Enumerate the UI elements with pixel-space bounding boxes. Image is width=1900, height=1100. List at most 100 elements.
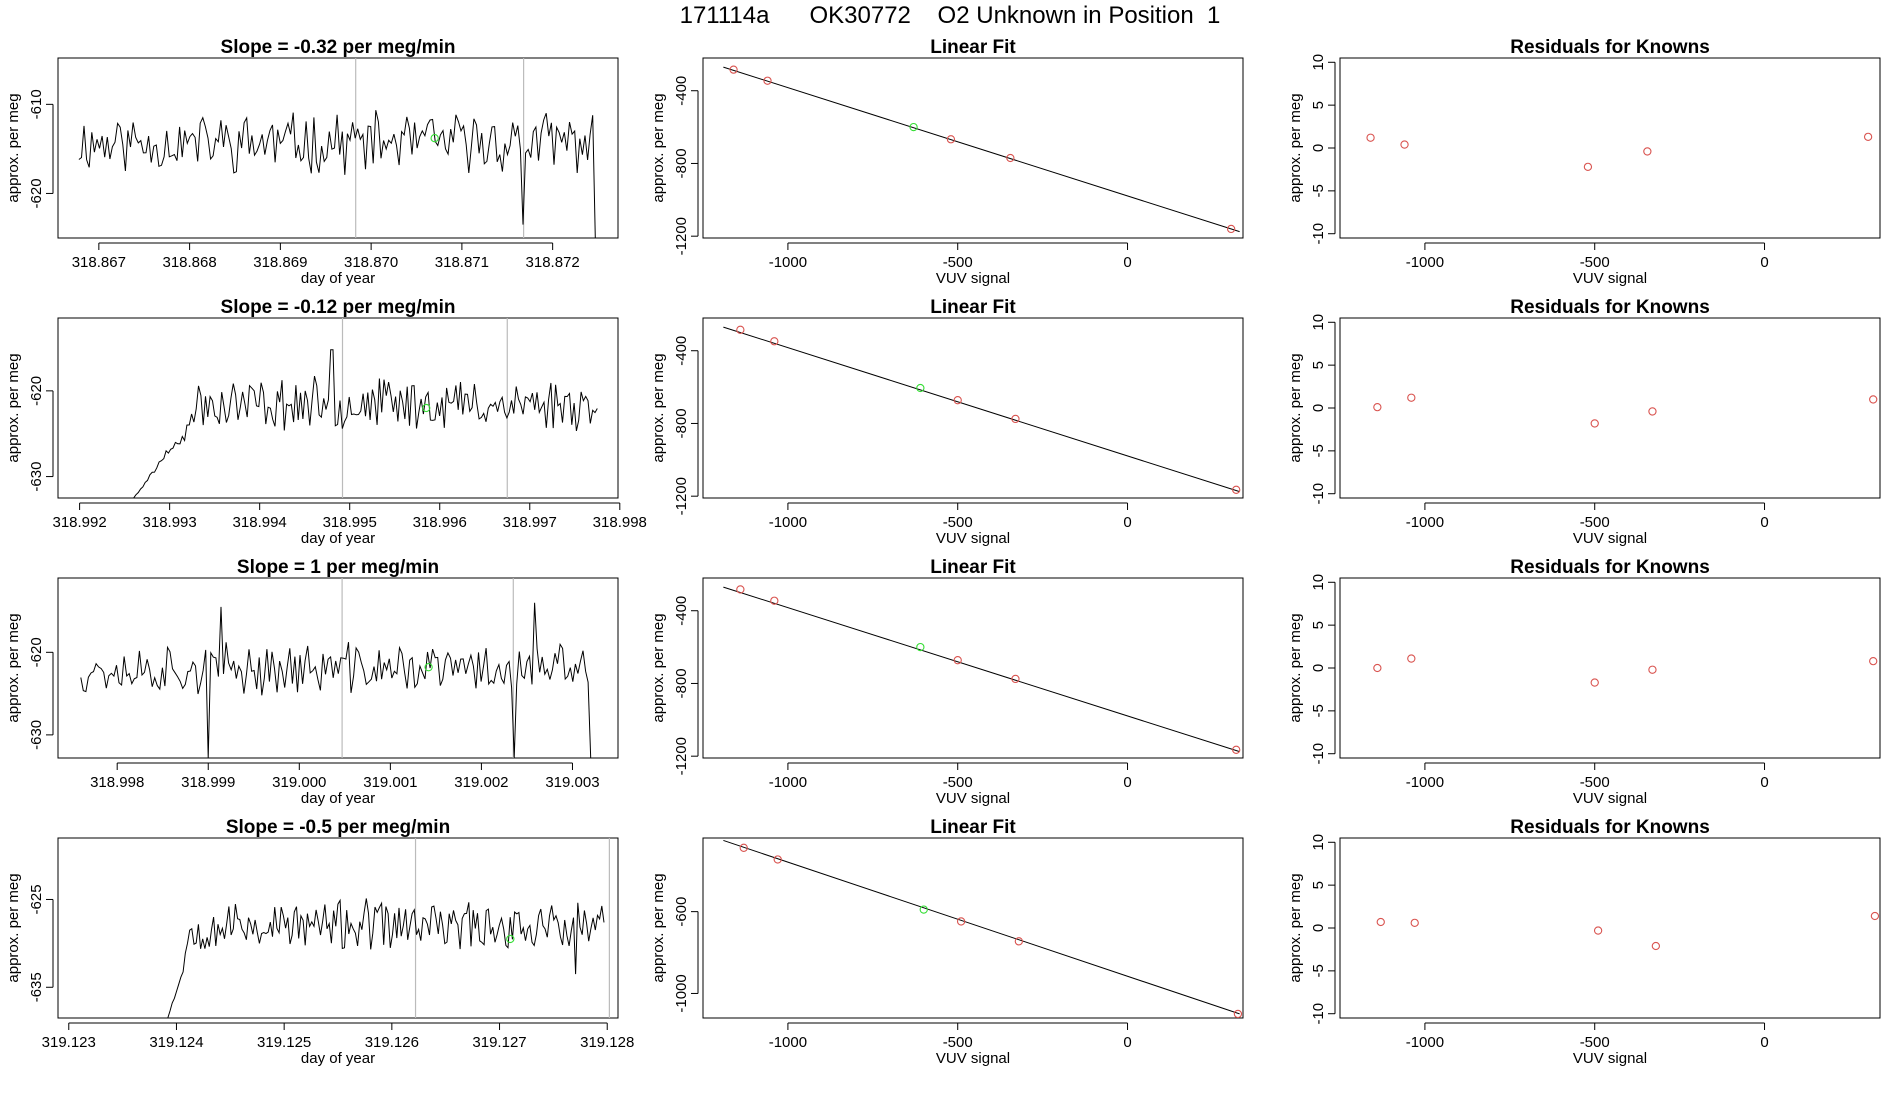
- y-tick-label: -1200: [673, 477, 690, 515]
- y-axis-label: approx. per meg: [650, 93, 667, 202]
- x-tick-label: 318.995: [323, 514, 377, 531]
- residual-point: [1373, 402, 1382, 412]
- y-tick-label: -800: [673, 668, 690, 698]
- plot-area: [133, 318, 598, 498]
- panel-3-3: Residuals for Knowns -1000 -500 0 VUV signal…: [1287, 557, 1881, 807]
- residual-point: [1869, 395, 1878, 404]
- known-point: [953, 656, 962, 665]
- panel-title: Residuals for Knowns: [1510, 37, 1710, 58]
- y-tick-label: 0: [1310, 924, 1327, 932]
- x-axis-label: VUV signal: [1573, 790, 1647, 807]
- plot-area: [1366, 132, 1873, 172]
- y-tick-label: 10: [1310, 834, 1327, 851]
- x-axis-label: VUV signal: [936, 530, 1010, 547]
- residual-point: [1593, 926, 1603, 935]
- plot-frame: [1339, 577, 1881, 759]
- y-tick-label: 0: [1310, 144, 1327, 152]
- x-tick-label: 318.998: [90, 774, 144, 791]
- panel-title: Slope = -0.5 per meg/min: [226, 817, 450, 838]
- plot-area: [723, 325, 1241, 494]
- x-axis-label: VUV signal: [1573, 1050, 1647, 1067]
- x-tick-label: 318.998: [593, 514, 647, 531]
- unknown-point: [424, 663, 433, 672]
- x-tick-label: -1000: [1406, 254, 1444, 271]
- plot-frame: [702, 577, 1244, 759]
- panel-title: Linear Fit: [930, 37, 1016, 58]
- x-axis-label: VUV signal: [936, 270, 1010, 287]
- y-tick-label: -10: [1310, 223, 1327, 245]
- x-tick-label: 0: [1123, 1034, 1131, 1051]
- y-axis-label: approx. per meg: [1287, 353, 1304, 462]
- residual-point: [1400, 140, 1409, 149]
- known-point: [956, 917, 966, 926]
- y-axis-label: approx. per meg: [1287, 873, 1304, 982]
- known-point: [770, 596, 779, 605]
- data-trace: [78, 110, 596, 238]
- residual-point: [1643, 147, 1652, 156]
- y-tick-label: -10: [1310, 483, 1327, 505]
- plot-area: [1373, 654, 1878, 687]
- known-point: [1006, 153, 1015, 163]
- known-point: [1011, 674, 1020, 684]
- y-tick-label: -625: [28, 884, 45, 914]
- panel-title: Linear Fit: [930, 817, 1016, 838]
- y-tick-label: -1200: [673, 737, 690, 775]
- y-tick-label: -630: [28, 462, 45, 492]
- plot-area: [723, 839, 1243, 1018]
- y-axis-label: approx. per meg: [650, 353, 667, 462]
- plot-frame: [1339, 317, 1881, 499]
- known-point: [736, 325, 745, 334]
- x-tick-label: 318.869: [253, 254, 307, 271]
- unknown-point: [916, 383, 925, 393]
- known-point: [1233, 1009, 1243, 1018]
- y-axis-label: approx. per meg: [650, 873, 667, 982]
- y-tick-label: 5: [1310, 361, 1327, 369]
- panel-1-1: Slope = -0.32 per meg/min 318.867 318.868 3…: [5, 37, 619, 287]
- y-tick-label: -10: [1310, 1003, 1327, 1025]
- x-axis-label: VUV signal: [1573, 270, 1647, 287]
- plot-frame: [1339, 57, 1881, 239]
- plot-area: [167, 838, 610, 1018]
- y-axis-label: approx. per meg: [1287, 93, 1304, 202]
- y-axis-label: approx. per meg: [650, 613, 667, 722]
- data-trace: [80, 602, 592, 758]
- residual-point: [1410, 918, 1419, 928]
- panel-4-1: Slope = -0.5 per meg/min 319.123 319.124 31…: [5, 817, 634, 1067]
- fit-line: [723, 839, 1240, 1015]
- page-title: 171114a OK30772 O2 Unknown in Position 1: [679, 2, 1221, 29]
- x-tick-label: 318.992: [52, 514, 106, 531]
- panel-2-1: Slope = -0.12 per meg/min 318.992 318.993 3…: [5, 297, 647, 547]
- x-tick-label: 318.872: [526, 254, 580, 271]
- x-tick-label: 318.994: [233, 514, 287, 531]
- x-tick-label: 0: [1123, 774, 1131, 791]
- x-tick-label: 318.871: [435, 254, 489, 271]
- panel-title: Slope = -0.12 per meg/min: [221, 297, 456, 318]
- unknown-point: [430, 134, 439, 143]
- x-tick-label: -1000: [769, 254, 807, 271]
- x-tick-label: 319.126: [365, 1034, 419, 1051]
- y-tick-label: -800: [673, 148, 690, 178]
- y-tick-label: 10: [1310, 574, 1327, 591]
- y-tick-label: -1200: [673, 217, 690, 255]
- x-tick-label: 0: [1760, 774, 1768, 791]
- y-tick-label: 0: [1310, 664, 1327, 672]
- y-tick-label: -5: [1310, 184, 1327, 197]
- x-tick-label: 319.128: [580, 1034, 634, 1051]
- x-tick-label: -1000: [1406, 774, 1444, 791]
- unknown-point: [916, 642, 925, 652]
- panel-title: Residuals for Knowns: [1510, 817, 1710, 838]
- known-point: [1232, 485, 1241, 494]
- unknown-point: [909, 122, 918, 132]
- known-point: [736, 585, 745, 594]
- panel-title: Linear Fit: [930, 297, 1016, 318]
- plot-frame: [702, 317, 1244, 499]
- y-tick-label: -630: [28, 720, 45, 750]
- x-tick-label: -500: [1580, 774, 1610, 791]
- y-tick-label: -620: [28, 178, 45, 208]
- unknown-point: [422, 403, 431, 413]
- known-point: [773, 855, 782, 864]
- y-tick-label: -400: [673, 336, 690, 366]
- residual-point: [1373, 663, 1382, 673]
- x-tick-label: 319.123: [42, 1034, 96, 1051]
- x-tick-label: 318.867: [72, 254, 126, 271]
